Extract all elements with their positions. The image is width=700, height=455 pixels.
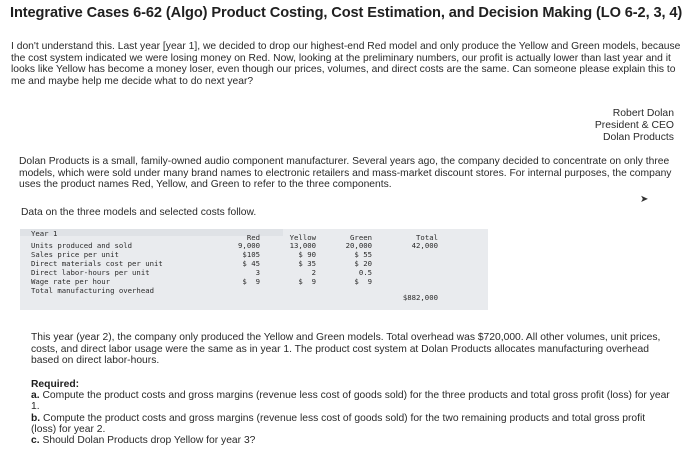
cell-red: $ 9 xyxy=(242,277,260,286)
row-label: Direct materials cost per unit xyxy=(31,259,163,268)
cell-red: $ 45 xyxy=(242,259,260,268)
required-item-text: Should Dolan Products drop Yellow for ye… xyxy=(42,435,256,447)
cell-green: 20,000 xyxy=(345,241,372,250)
required-item: b. Compute the product costs and gross m… xyxy=(31,413,671,435)
row-label: Sales price per unit xyxy=(31,250,119,259)
cell-red: 9,000 xyxy=(238,241,260,250)
cell-green: $ 55 xyxy=(354,250,372,259)
cell-green: 0.5 xyxy=(358,268,372,277)
cell-yellow: $ 35 xyxy=(298,259,316,268)
required-item-letter: a. xyxy=(31,390,40,402)
cell-green: $ 20 xyxy=(354,259,372,268)
required-item-letter: c. xyxy=(31,435,40,447)
data-table: Year 1 Red Yellow Green Total Units prod… xyxy=(20,229,488,310)
table-year-label: Year 1 xyxy=(31,229,58,238)
required-item: a. Compute the product costs and gross m… xyxy=(31,390,671,412)
row-label: Direct labor-hours per unit xyxy=(31,268,150,277)
cell-total: $882,000 xyxy=(402,293,438,302)
row-label: Units produced and sold xyxy=(31,241,133,250)
cell-total: 42,000 xyxy=(411,241,438,250)
signature-position: President & CEO xyxy=(594,119,674,131)
cell-red: 3 xyxy=(255,268,260,277)
data-intro: Data on the three models and selected co… xyxy=(21,207,257,218)
row-label: Total manufacturing overhead xyxy=(31,286,155,295)
column-header-yellow: Yellow xyxy=(289,233,316,242)
column-header-red: Red xyxy=(246,233,260,242)
cell-red: $105 xyxy=(242,250,260,259)
cursor-arrow-icon: ➤ xyxy=(640,194,649,205)
cell-green: $ 9 xyxy=(354,277,372,286)
signature-block: Robert Dolan President & CEO Dolan Produ… xyxy=(595,108,674,143)
required-heading: Required: xyxy=(31,379,80,390)
column-header-green: Green xyxy=(350,233,372,242)
required-item-letter: b. xyxy=(31,412,41,424)
required-item: c. Should Dolan Products drop Yellow for… xyxy=(31,435,671,446)
signature-name: Robert Dolan xyxy=(612,108,674,119)
year2-paragraph: This year (year 2), the company only pro… xyxy=(31,332,661,367)
required-section: Required: a. Compute the product costs a… xyxy=(31,379,671,446)
required-item-text: Compute the product costs and gross marg… xyxy=(31,390,670,413)
row-label: Wage rate per hour xyxy=(31,277,111,286)
column-header-total: Total xyxy=(416,233,438,242)
intro-paragraph: I don't understand this. Last year [year… xyxy=(11,41,681,87)
cell-yellow: $ 90 xyxy=(298,250,316,259)
cell-yellow: 13,000 xyxy=(289,241,316,250)
page-title: Integrative Cases 6-62 (Algo) Product Co… xyxy=(10,5,683,21)
company-paragraph: Dolan Products is a small, family-owned … xyxy=(19,156,672,191)
table-header-band xyxy=(20,229,283,236)
required-item-text: Compute the product costs and gross marg… xyxy=(31,412,646,435)
cell-yellow: $ 9 xyxy=(298,277,316,286)
cell-yellow: 2 xyxy=(311,268,316,277)
signature-company: Dolan Products xyxy=(602,131,674,143)
